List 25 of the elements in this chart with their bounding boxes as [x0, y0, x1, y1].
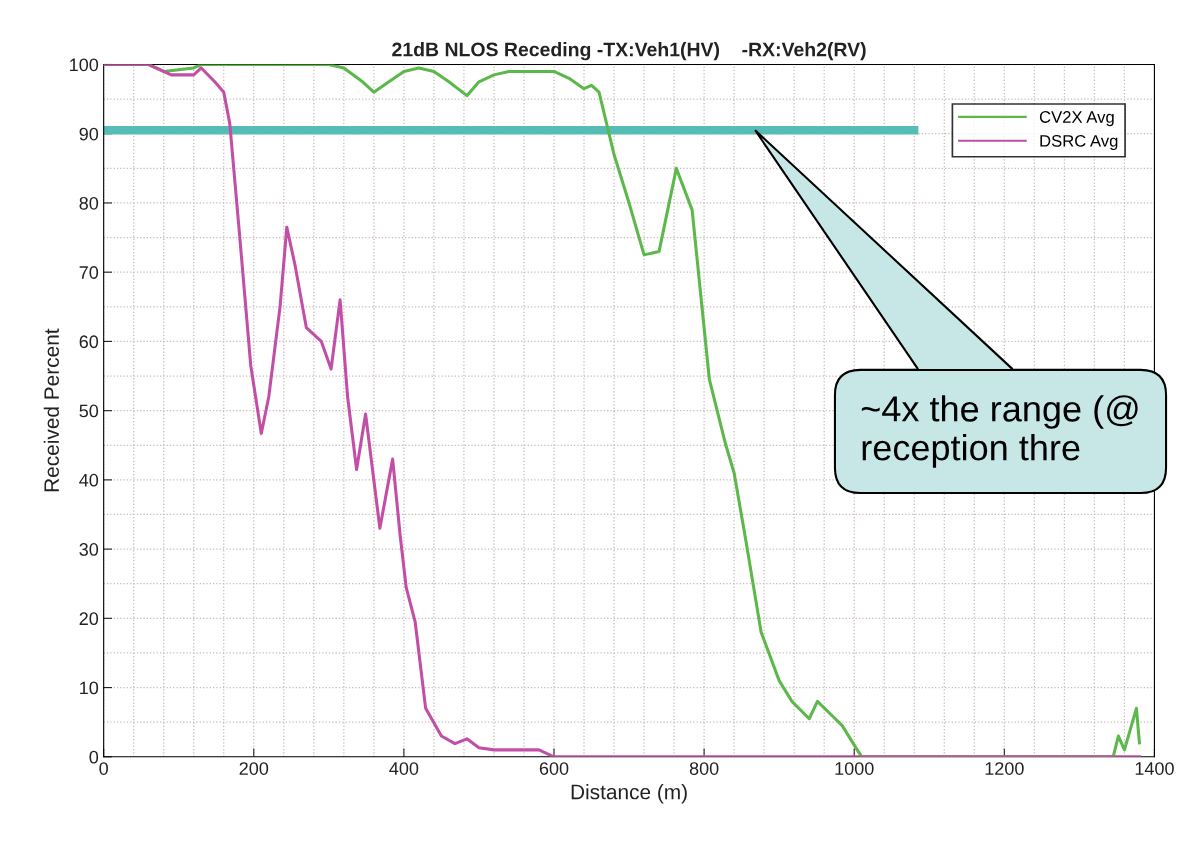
legend-label: DSRC Avg	[1040, 134, 1118, 151]
x-tick-label: 0	[99, 762, 108, 775]
y-tick-label: 40	[79, 473, 99, 487]
x-tick-label: 1200	[985, 762, 1024, 775]
y-tick-label: 80	[79, 196, 99, 210]
y-tick-label: 0	[89, 750, 99, 764]
y-tick-label: 50	[79, 404, 99, 418]
x-tick-label: 600	[539, 762, 569, 775]
y-tick-label: 90	[79, 127, 99, 141]
y-tick-label: 20	[79, 612, 99, 626]
x-tick-label: 800	[689, 762, 719, 775]
y-tick-label: 60	[79, 335, 99, 349]
x-tick-label: 1000	[835, 762, 874, 775]
chart-title: 21dB NLOS Receding -TX:Veh1(HV) -RX:Veh2(RV)	[392, 42, 866, 61]
y-tick-label: 30	[79, 543, 99, 556]
legend-label: CV2X Avg	[1039, 111, 1114, 127]
annotation: ~4x the range (@ reception thre	[861, 395, 1138, 468]
y-tick-label: 100	[70, 58, 99, 72]
y-tick-label: 70	[79, 266, 99, 279]
y-axis-title: Received Percent	[43, 328, 60, 492]
x-tick-label: 400	[389, 762, 419, 775]
y-tick-label: 10	[80, 681, 99, 695]
x-tick-label: 1400	[1135, 762, 1174, 775]
x-tick-label: 200	[239, 762, 269, 775]
x-axis-title: Distance (m)	[571, 784, 687, 804]
